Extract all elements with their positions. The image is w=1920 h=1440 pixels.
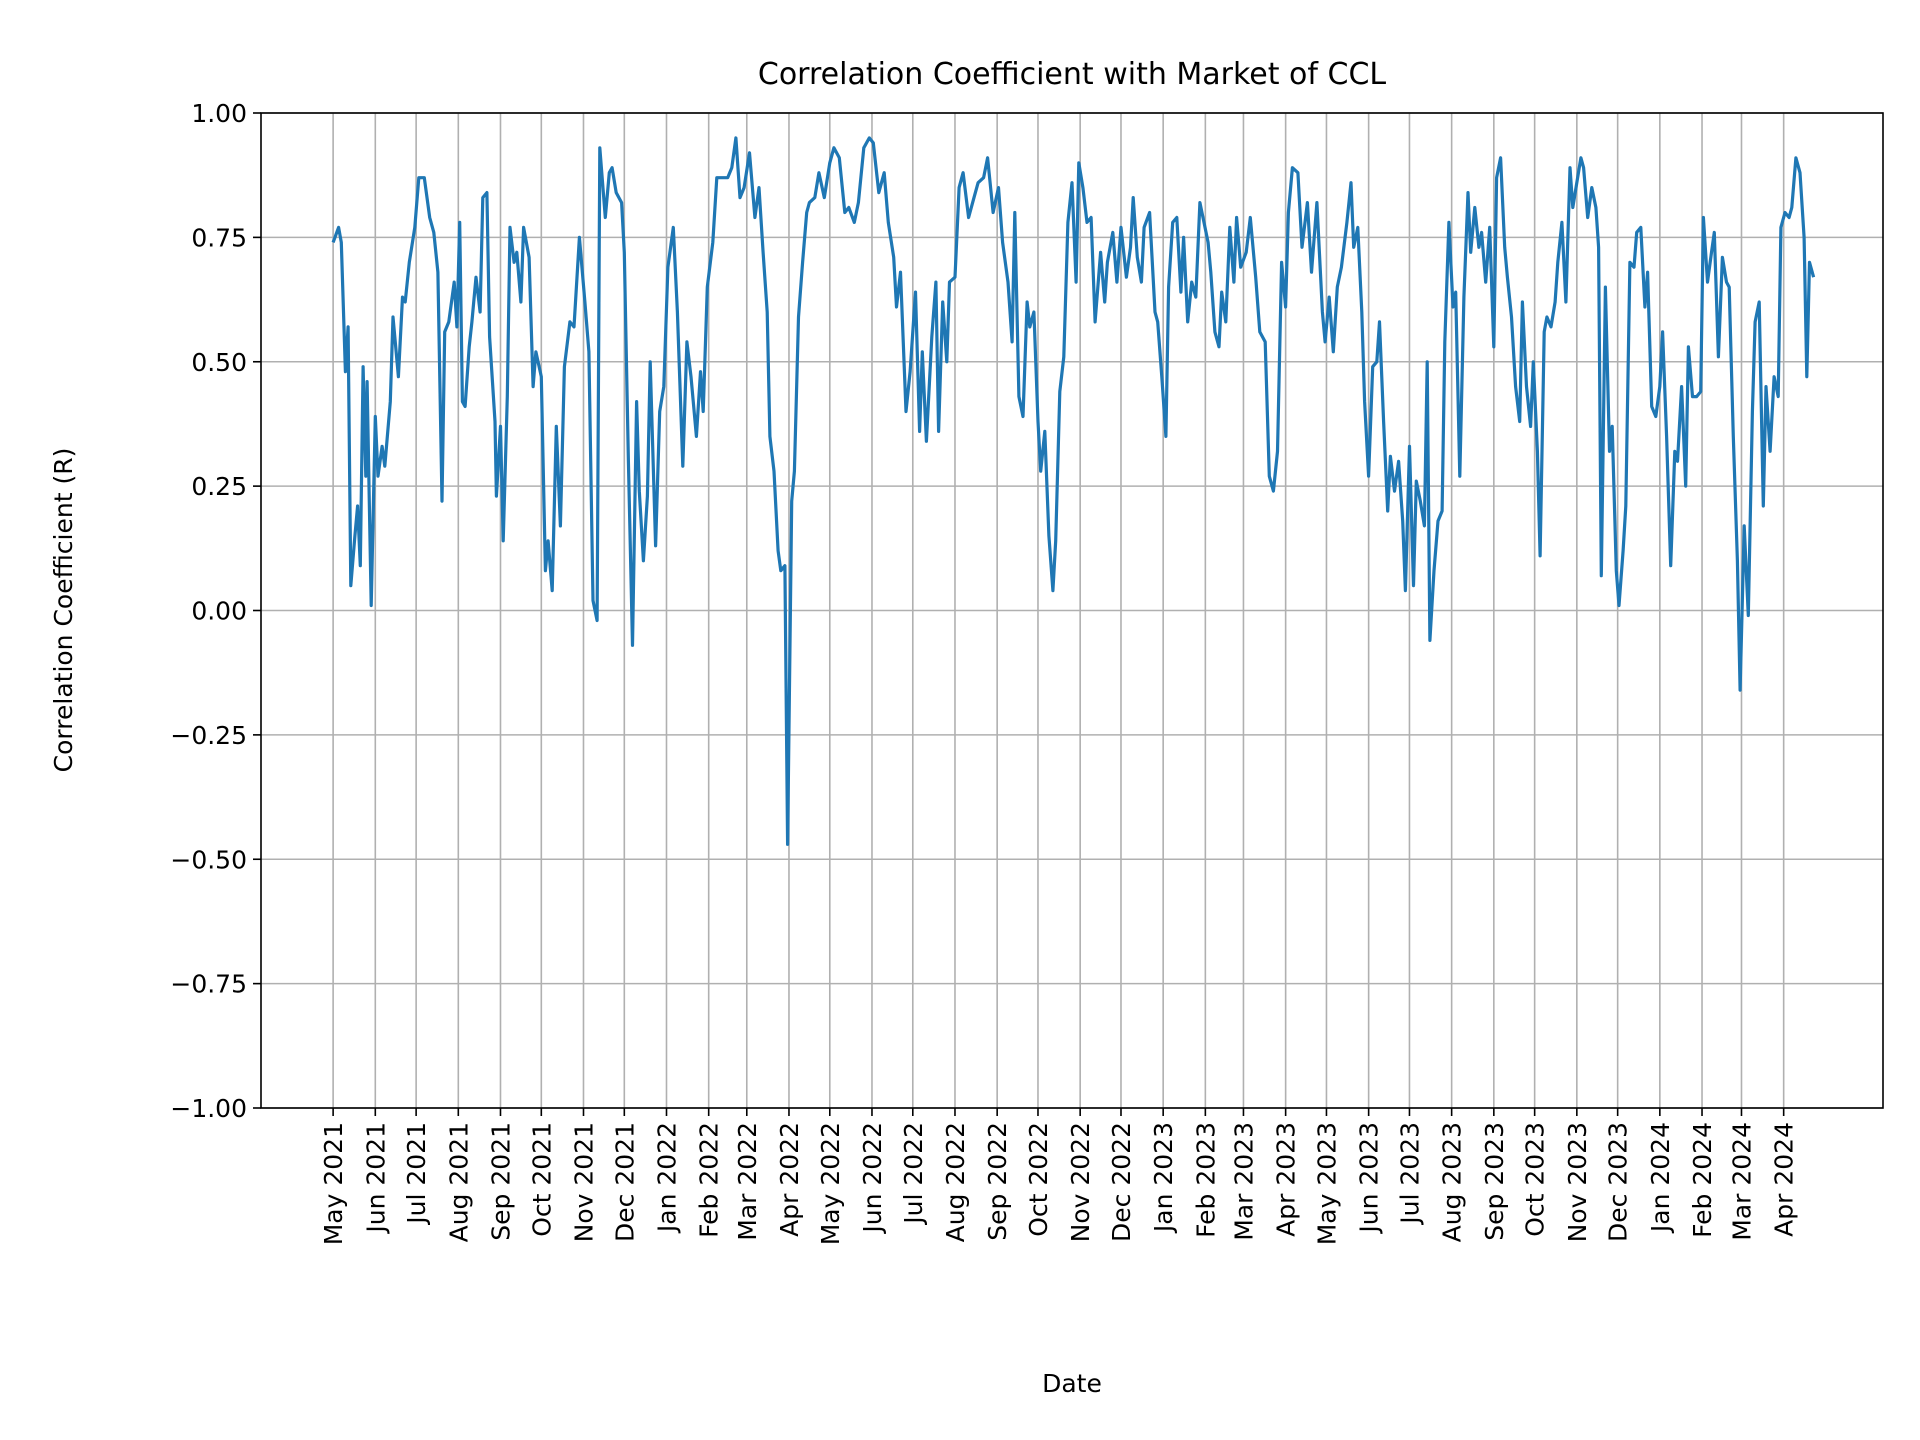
y-tick-label: 0.50 [191,348,247,377]
x-tick-label: Jun 2021 [361,1122,390,1235]
x-tick-label: Feb 2023 [1191,1122,1220,1238]
x-tick-label: Mar 2023 [1229,1122,1258,1241]
x-tick-label: Sep 2021 [486,1122,515,1241]
x-tick-label: Oct 2021 [527,1122,556,1237]
x-tick-label: Aug 2023 [1438,1122,1467,1242]
y-tick-label: 0.75 [191,223,247,252]
x-tick-label: Mar 2024 [1727,1122,1756,1241]
x-tick-label: Dec 2022 [1107,1122,1136,1242]
x-tick-label: Feb 2022 [695,1122,724,1238]
y-axis-label: Correlation Coefficient (R) [49,448,78,773]
y-tick-label: −1.00 [170,1094,247,1123]
x-tick-label: Sep 2023 [1480,1122,1509,1241]
x-tick-label: Nov 2021 [569,1122,598,1242]
x-tick-label: Nov 2022 [1066,1122,1095,1242]
x-tick-label: Jun 2023 [1355,1122,1384,1235]
x-tick-label: Apr 2024 [1770,1122,1799,1237]
x-tick-label: Mar 2022 [733,1122,762,1241]
x-tick-label: Jul 2023 [1395,1122,1424,1226]
x-tick-label: Sep 2022 [983,1122,1012,1241]
x-tick-label: Apr 2022 [775,1122,804,1237]
x-tick-label: Dec 2021 [610,1122,639,1242]
x-tick-label: May 2021 [319,1122,348,1245]
y-tick-label: 0.25 [191,472,247,501]
plot-frame [260,112,1884,1109]
x-tick-label: Apr 2023 [1272,1122,1301,1237]
y-tick-label: −0.75 [170,970,247,999]
x-tick-label: Oct 2023 [1521,1122,1550,1237]
x-tick-label: Jul 2022 [899,1122,928,1226]
x-axis-label: Date [1042,1369,1102,1398]
x-tick-label: Aug 2021 [444,1122,473,1242]
x-tick-label: May 2022 [816,1122,845,1245]
x-tick-label: Nov 2023 [1563,1122,1592,1242]
x-tick-label: Jan 2024 [1646,1122,1675,1234]
x-tick-label: Oct 2022 [1024,1122,1053,1237]
y-tick-label: 0.00 [191,597,247,626]
y-axis-ticks: 1.00 0.75 0.50 0.25 0.00 −0.25 −0.50 −0.75 −1.00 [170,99,261,1123]
series-line [331,136,1816,846]
y-tick-label: 1.00 [191,99,247,128]
x-tick-label: Jul 2021 [402,1122,431,1226]
x-tick-label: Dec 2023 [1604,1122,1633,1242]
x-axis-ticks: May 2021 Jun 2021 Jul 2021 Aug 2021 Sep 2021… [319,1108,1799,1245]
x-tick-label: May 2023 [1312,1122,1341,1245]
x-tick-label: Aug 2022 [941,1122,970,1242]
chart-title: Correlation Coefficient with Market of C… [758,57,1387,92]
x-tick-label: Jan 2022 [653,1122,682,1234]
x-tick-label: Feb 2024 [1688,1122,1717,1238]
y-tick-label: −0.50 [170,845,247,874]
x-tick-label: Jan 2023 [1149,1122,1178,1234]
x-tick-label: Jun 2022 [858,1122,887,1235]
y-tick-label: −0.25 [170,721,247,750]
